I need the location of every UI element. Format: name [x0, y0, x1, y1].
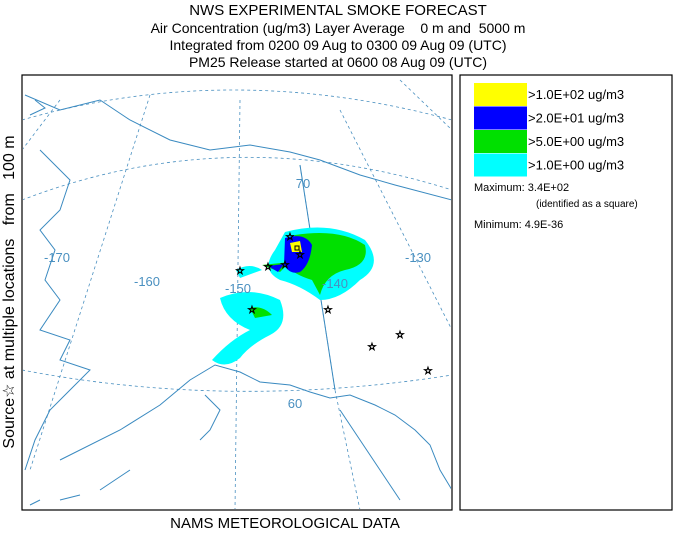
legend-swatch: [474, 130, 527, 153]
subtitle: Air Concentration (ug/m3) Layer Average …: [151, 20, 526, 36]
star: ☆: [296, 250, 305, 261]
star: ☆: [424, 366, 433, 377]
star: ☆: [396, 330, 405, 341]
star: ☆: [264, 262, 273, 273]
map-label: -160: [134, 274, 160, 289]
title: NWS EXPERIMENTAL SMOKE FORECAST: [189, 2, 487, 19]
map-label: -150: [225, 281, 251, 296]
legend-label: >1.0E+00 ug/m3: [528, 158, 624, 173]
legend-label: >2.0E+01 ug/m3: [528, 111, 624, 126]
star: ☆: [281, 260, 290, 271]
legend-label: >5.0E+00 ug/m3: [528, 134, 624, 149]
map-label: -170: [44, 250, 70, 265]
star: ☆: [236, 266, 245, 277]
map: ☆ ☆ ☆ ☆ ☆ ☆ ☆ ☆ ☆ ☆ -170 -160 -150 -140 …: [21, 74, 453, 511]
legend-label: >1.0E+02 ug/m3: [528, 87, 624, 102]
star: ☆: [286, 232, 295, 243]
maximum-note: (identified as a square): [536, 199, 638, 210]
maximum: Maximum: 3.4E+02: [474, 182, 569, 194]
footer: NAMS METEOROLOGICAL DATA: [170, 515, 400, 532]
star: ☆: [368, 342, 377, 353]
map-label: 60: [288, 396, 302, 411]
star: ☆: [248, 305, 257, 316]
legend-swatch: [474, 83, 527, 106]
legend: Maximum: 3.4E+02 (identified as a square…: [459, 74, 673, 511]
side-label: Source☆ at multiple locations from 100 m: [1, 135, 18, 448]
map-label: 70: [296, 176, 310, 191]
map-label: -130: [405, 250, 431, 265]
minimum: Minimum: 4.9E-36: [474, 219, 563, 231]
subtitle: Integrated from 0200 09 Aug to 0300 09 A…: [170, 37, 507, 53]
map-label: -140: [322, 276, 348, 291]
legend-swatch: [474, 106, 527, 130]
legend-swatch: [474, 153, 527, 177]
star: ☆: [324, 305, 333, 316]
subtitle: PM25 Release started at 0600 08 Aug 09 (…: [189, 54, 487, 70]
